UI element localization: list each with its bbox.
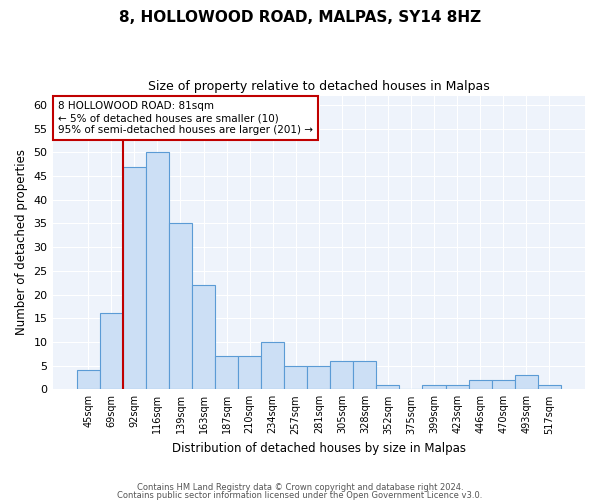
Bar (100, 314, 123, 390)
Text: 8 HOLLOWOOD ROAD: 81sqm
← 5% of detached houses are smaller (10)
95% of semi-det: 8 HOLLOWOOD ROAD: 81sqm ← 5% of detached… (58, 102, 313, 134)
Text: 8, HOLLOWOOD ROAD, MALPAS, SY14 8HZ: 8, HOLLOWOOD ROAD, MALPAS, SY14 8HZ (119, 10, 481, 25)
Bar (215, 356, 238, 390)
Bar (307, 366, 330, 390)
Bar (146, 152, 169, 390)
Bar (515, 375, 538, 390)
Bar (123, 166, 146, 390)
Title: Size of property relative to detached houses in Malpas: Size of property relative to detached ho… (148, 80, 490, 93)
Text: Contains public sector information licensed under the Open Government Licence v3: Contains public sector information licen… (118, 490, 482, 500)
Text: Contains HM Land Registry data © Crown copyright and database right 2024.: Contains HM Land Registry data © Crown c… (137, 484, 463, 492)
Bar (192, 285, 215, 390)
Bar (446, 384, 469, 390)
Bar (238, 356, 261, 390)
Bar (77, 370, 100, 390)
Bar (538, 384, 561, 390)
Bar (169, 224, 192, 390)
Bar (422, 384, 446, 390)
Bar (261, 342, 284, 390)
X-axis label: Distribution of detached houses by size in Malpas: Distribution of detached houses by size … (172, 442, 466, 455)
Bar (330, 361, 353, 390)
Bar (353, 361, 376, 390)
Y-axis label: Number of detached properties: Number of detached properties (15, 150, 28, 336)
Bar (469, 380, 491, 390)
Bar (284, 366, 307, 390)
Bar (491, 380, 515, 390)
Bar (376, 384, 400, 390)
